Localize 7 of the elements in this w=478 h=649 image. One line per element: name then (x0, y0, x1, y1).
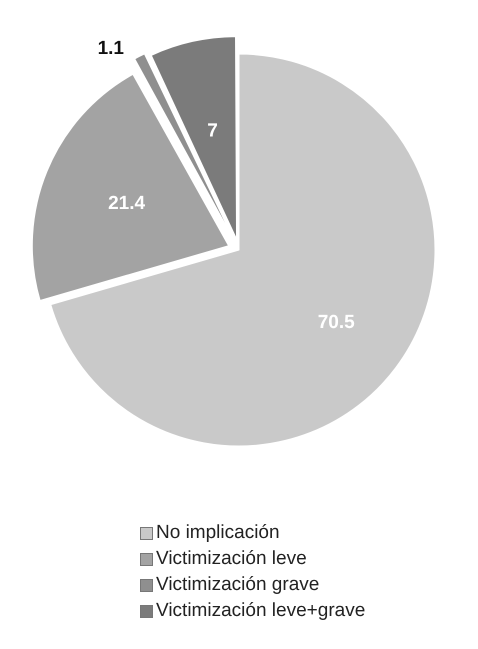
legend-label: Victimización leve+grave (156, 600, 366, 622)
data-label: 7 (207, 120, 218, 142)
legend-label: Victimización leve (156, 548, 307, 570)
legend-label: Victimización grave (156, 574, 320, 596)
data-label: 21.4 (108, 193, 146, 214)
legend-label: No implicación (156, 522, 280, 544)
data-label: 1.1 (98, 38, 124, 60)
